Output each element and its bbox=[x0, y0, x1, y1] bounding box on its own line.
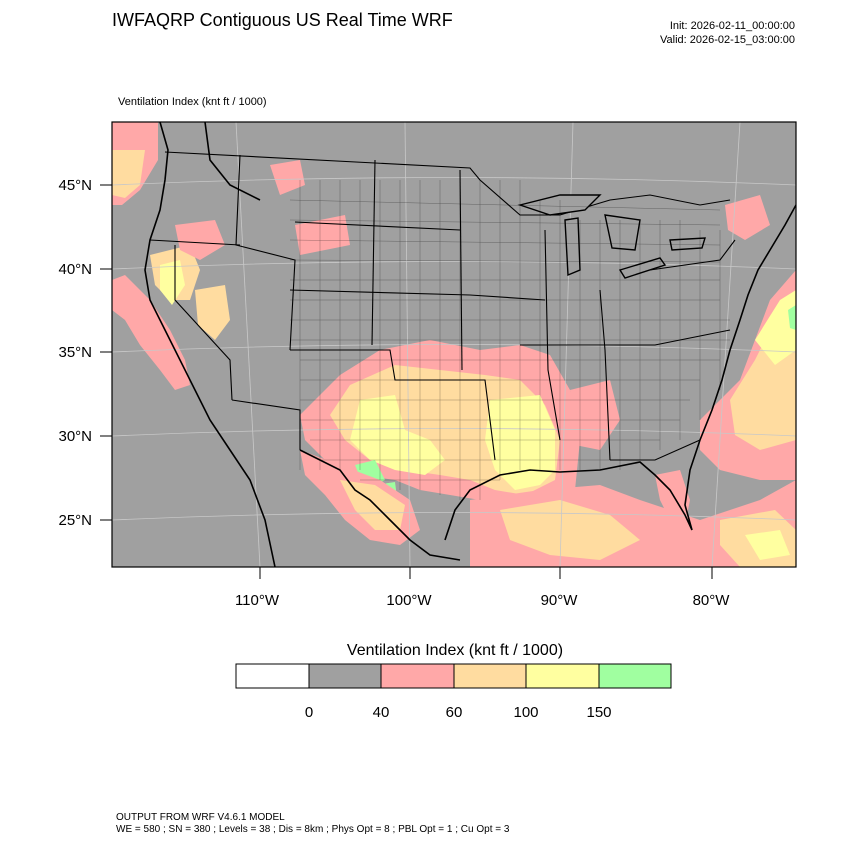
lon-ticks bbox=[259, 567, 713, 579]
shade-atlantic-green bbox=[788, 305, 796, 330]
graticule-35n bbox=[112, 344, 796, 353]
footer-config-line: WE = 580 ; SN = 380 ; Levels = 38 ; Dis … bbox=[116, 824, 510, 835]
map-field bbox=[112, 122, 796, 567]
colorbar-tick-0: 0 bbox=[304, 704, 314, 721]
shade-idaho bbox=[175, 220, 225, 260]
lat-label-35: 35°N bbox=[58, 344, 92, 361]
graticule-25n bbox=[112, 512, 796, 521]
colorbar-tick-150: 150 bbox=[586, 704, 612, 721]
graticule-40n bbox=[112, 261, 796, 270]
colorbar-bin-1 bbox=[308, 663, 382, 689]
border-mississippi bbox=[544, 229, 561, 441]
border-in-al bbox=[599, 289, 611, 461]
shade-great-basin bbox=[195, 285, 230, 340]
shade-gulf-orange bbox=[500, 500, 640, 560]
shade-nevada-yellow bbox=[160, 260, 185, 305]
shade-pacific-nw-orange bbox=[112, 150, 145, 198]
shade-wyoming bbox=[295, 215, 350, 255]
shade-atlantic-yellow bbox=[755, 290, 796, 365]
field-label: Ventilation Index (knt ft / 1000) bbox=[118, 96, 267, 108]
border-ca-nv bbox=[174, 245, 233, 401]
map-title: IWFAQRP Contiguous US Real Time WRF bbox=[112, 10, 453, 30]
coastlines bbox=[144, 122, 796, 567]
colorbar-bin-2 bbox=[380, 663, 455, 689]
lon-label-90w: 90°W bbox=[541, 592, 579, 609]
lat-ticks bbox=[100, 184, 112, 521]
graticule-100w bbox=[404, 122, 411, 567]
colorbar-tick-60: 60 bbox=[445, 704, 463, 721]
shade-caribbean-yellow bbox=[745, 530, 790, 560]
graticule-110w bbox=[235, 122, 261, 567]
colorbar-tick-100: 100 bbox=[513, 704, 539, 721]
colorbar-bin-3 bbox=[453, 663, 527, 689]
colorbar-bin-4 bbox=[525, 663, 600, 689]
graticule-45n bbox=[112, 177, 796, 186]
lat-label-45: 45°N bbox=[58, 177, 92, 194]
coast-mexico bbox=[299, 449, 461, 561]
shade-montana bbox=[270, 160, 305, 195]
footer-model-line: OUTPUT FROM WRF V4.6.1 MODEL bbox=[116, 812, 285, 823]
graticule-80w bbox=[711, 122, 741, 567]
lake-michigan bbox=[564, 217, 581, 277]
border-sd-ne bbox=[294, 221, 461, 231]
lake-erie bbox=[618, 257, 667, 279]
colorbar-bin-0 bbox=[235, 663, 310, 689]
coast-pacific bbox=[144, 122, 276, 567]
border-tn-ky bbox=[520, 329, 731, 346]
border-west-1 bbox=[235, 154, 296, 351]
lon-label-100w: 100°W bbox=[386, 592, 432, 609]
shade-west-texas-yellow bbox=[350, 395, 445, 475]
coast-inland-1 bbox=[204, 122, 261, 201]
valid-time: Valid: 2026-02-15_03:00:00 bbox=[660, 34, 795, 46]
lat-label-30: 30°N bbox=[58, 428, 92, 445]
lon-label-110w: 110°W bbox=[235, 592, 280, 609]
shade-california bbox=[112, 275, 190, 390]
lat-label-40: 40°N bbox=[58, 261, 92, 278]
border-or-nv bbox=[149, 239, 241, 246]
lon-label-80w: 80°W bbox=[693, 592, 731, 609]
lake-ontario bbox=[669, 237, 706, 251]
colorbar-bin-5 bbox=[598, 663, 672, 689]
border-mn-ia bbox=[459, 169, 463, 371]
lat-label-25: 25°N bbox=[58, 512, 92, 529]
graticule-30n bbox=[112, 428, 796, 437]
map-frame bbox=[111, 121, 797, 568]
shade-mexico-orange bbox=[340, 480, 405, 530]
colorbar bbox=[235, 663, 672, 689]
colorbar-title: Ventilation Index (knt ft / 1000) bbox=[346, 642, 564, 659]
colorbar-tick-40: 40 bbox=[372, 704, 390, 721]
coast-atlantic-gulf bbox=[444, 204, 796, 541]
county-parallels bbox=[289, 199, 730, 481]
shade-new-england bbox=[725, 195, 770, 240]
county-lines bbox=[289, 180, 730, 500]
init-time: Init: 2026-02-11_00:00:00 bbox=[669, 20, 795, 32]
border-nd-sd-ne bbox=[371, 159, 376, 346]
